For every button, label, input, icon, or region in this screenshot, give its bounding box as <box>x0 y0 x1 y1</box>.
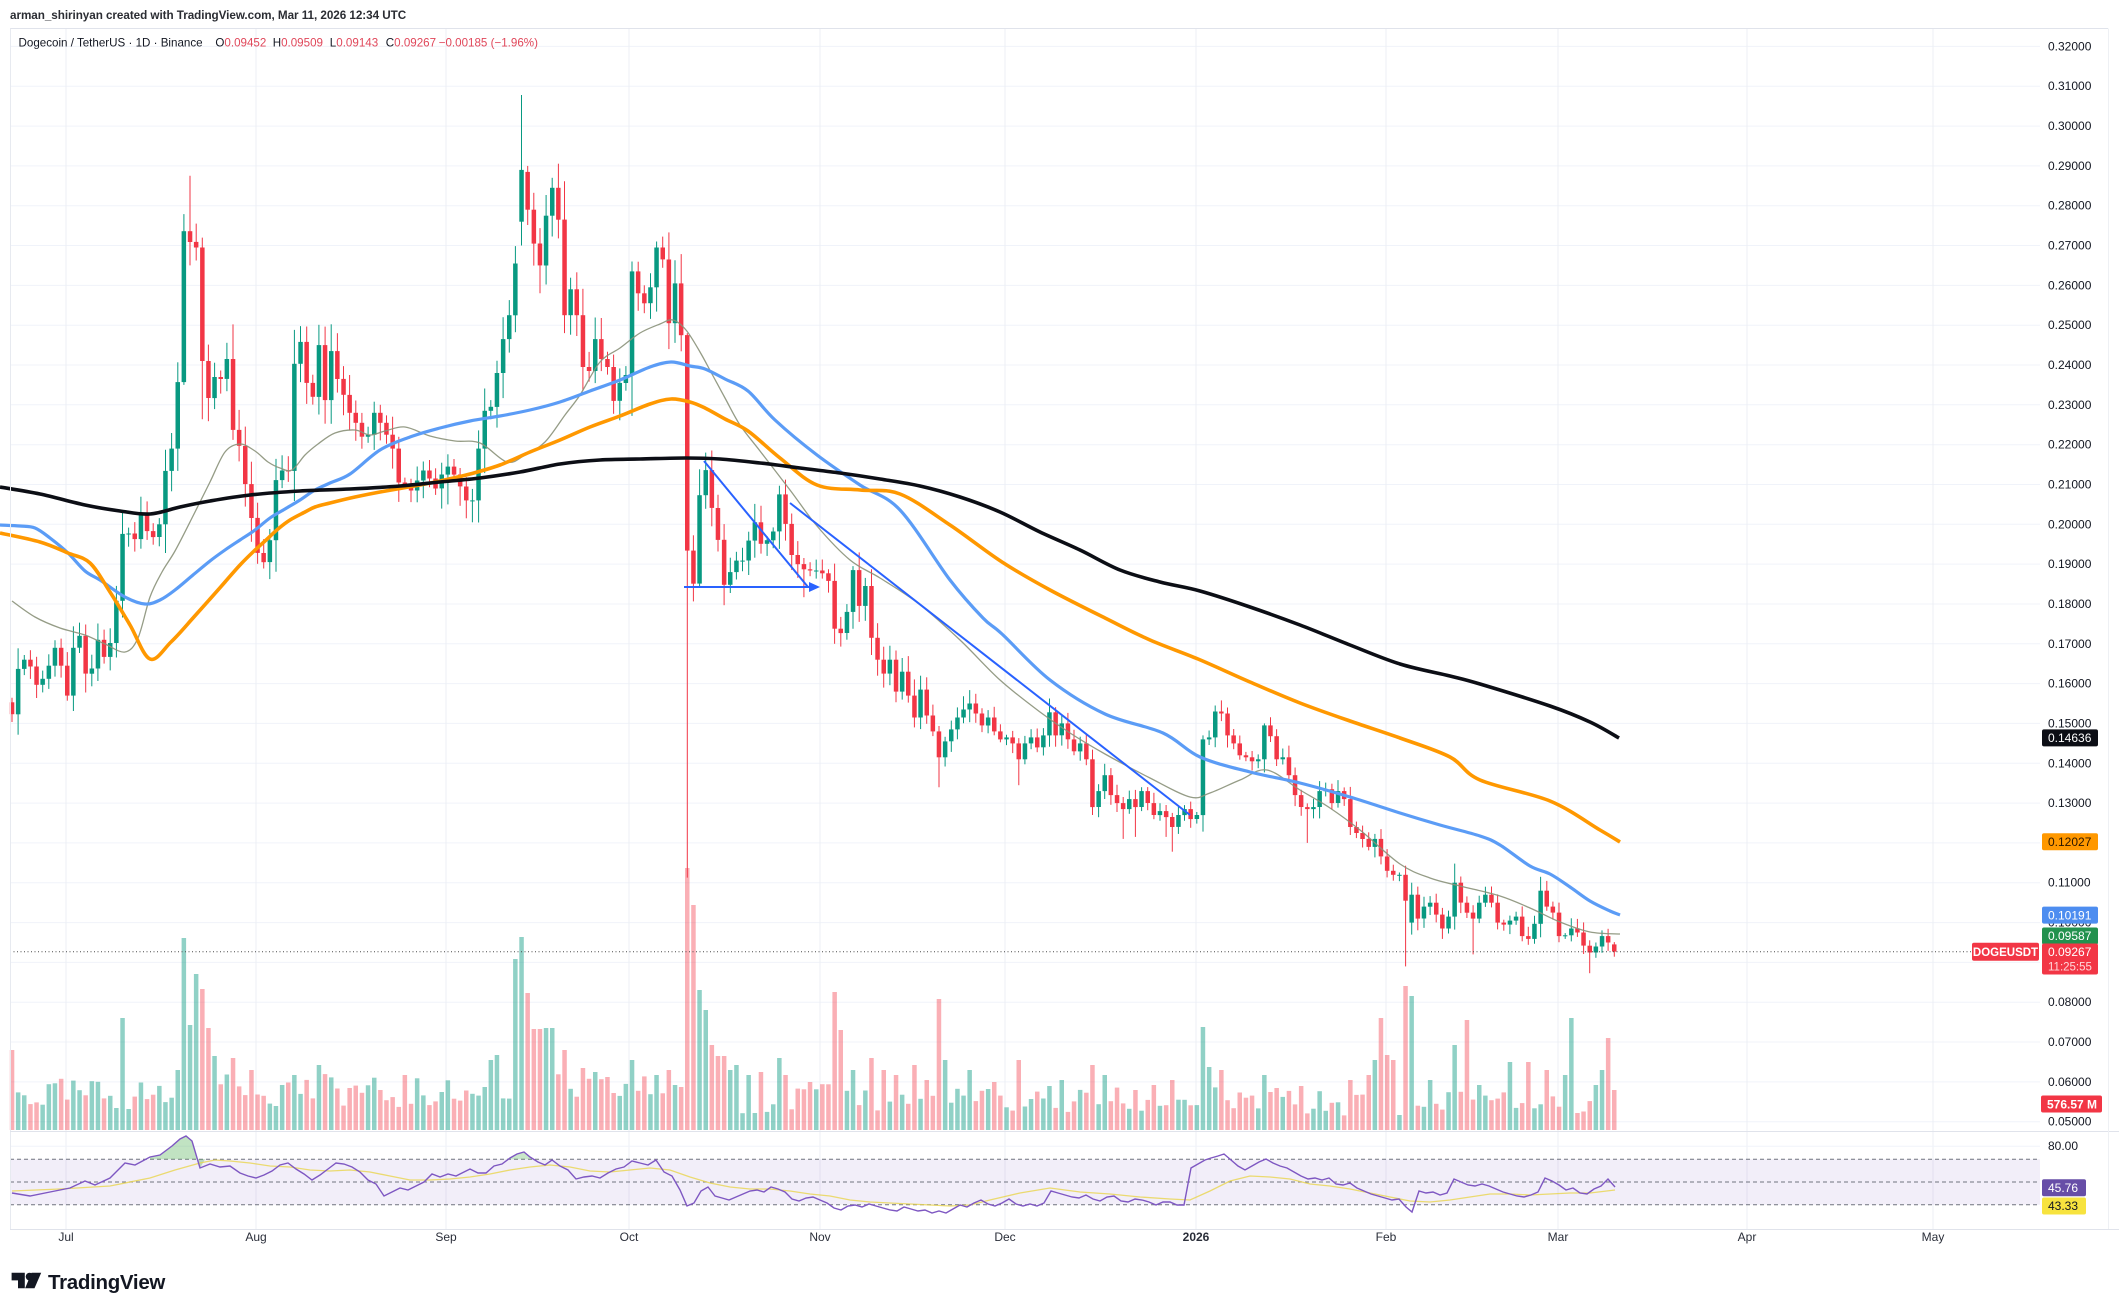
svg-text:Sep: Sep <box>435 1230 457 1244</box>
svg-text:Mar: Mar <box>1548 1230 1569 1244</box>
svg-text:0.26000: 0.26000 <box>2048 278 2092 292</box>
svg-text:0.20000: 0.20000 <box>2048 517 2092 531</box>
svg-text:0.13000: 0.13000 <box>2048 796 2092 810</box>
svg-text:0.23000: 0.23000 <box>2048 398 2092 412</box>
svg-text:0.14636: 0.14636 <box>2048 731 2092 745</box>
svg-text:0.10191: 0.10191 <box>2048 908 2092 922</box>
svg-text:0.05000: 0.05000 <box>2048 1115 2092 1129</box>
svg-text:0.09267: 0.09267 <box>2048 945 2092 959</box>
svg-text:Jul: Jul <box>58 1230 73 1244</box>
svg-text:0.21000: 0.21000 <box>2048 478 2092 492</box>
svg-text:L0.09143: L0.09143 <box>330 37 378 50</box>
svg-text:−0.00185 (−1.96%): −0.00185 (−1.96%) <box>439 37 538 50</box>
svg-text:0.27000: 0.27000 <box>2048 239 2092 253</box>
svg-text:2026: 2026 <box>1183 1230 1210 1244</box>
svg-text:0.06000: 0.06000 <box>2048 1075 2092 1089</box>
svg-text:0.30000: 0.30000 <box>2048 119 2092 133</box>
svg-text:Apr: Apr <box>1738 1230 1757 1244</box>
svg-text:arman_shirinyan created with T: arman_shirinyan created with TradingView… <box>10 9 407 22</box>
svg-text:DOGEUSDT: DOGEUSDT <box>1973 947 2038 959</box>
svg-text:TradingView: TradingView <box>48 1271 165 1294</box>
svg-text:0.16000: 0.16000 <box>2048 677 2092 691</box>
svg-text:0.11000: 0.11000 <box>2048 876 2091 890</box>
svg-text:576.57 M: 576.57 M <box>2047 1097 2097 1111</box>
svg-text:0.08000: 0.08000 <box>2048 995 2092 1009</box>
svg-text:43.33: 43.33 <box>2048 1199 2078 1213</box>
svg-text:80.00: 80.00 <box>2048 1139 2078 1153</box>
svg-text:C0.09267: C0.09267 <box>386 37 436 50</box>
svg-text:H0.09509: H0.09509 <box>273 37 323 50</box>
svg-text:0.29000: 0.29000 <box>2048 159 2092 173</box>
svg-text:0.09587: 0.09587 <box>2048 929 2092 943</box>
svg-text:0.12027: 0.12027 <box>2048 835 2092 849</box>
svg-text:0.14000: 0.14000 <box>2048 756 2092 770</box>
svg-text:Feb: Feb <box>1376 1230 1397 1244</box>
svg-text:Dogecoin / TetherUS · 1D · Bin: Dogecoin / TetherUS · 1D · Binance <box>19 37 203 50</box>
svg-text:0.32000: 0.32000 <box>2048 39 2092 53</box>
svg-text:Oct: Oct <box>620 1230 639 1244</box>
svg-text:0.19000: 0.19000 <box>2048 557 2092 571</box>
svg-text:0.15000: 0.15000 <box>2048 716 2092 730</box>
svg-text:0.18000: 0.18000 <box>2048 597 2092 611</box>
svg-text:Nov: Nov <box>809 1230 830 1244</box>
svg-text:Dec: Dec <box>994 1230 1015 1244</box>
svg-text:45.76: 45.76 <box>2048 1181 2078 1195</box>
svg-text:Aug: Aug <box>245 1230 266 1244</box>
svg-text:May: May <box>1922 1230 1945 1244</box>
svg-text:0.22000: 0.22000 <box>2048 438 2092 452</box>
svg-text:0.07000: 0.07000 <box>2048 1035 2092 1049</box>
svg-text:0.25000: 0.25000 <box>2048 318 2092 332</box>
svg-text:0.17000: 0.17000 <box>2048 637 2092 651</box>
svg-text:0.28000: 0.28000 <box>2048 199 2092 213</box>
svg-text:0.31000: 0.31000 <box>2048 79 2092 93</box>
svg-text:O0.09452: O0.09452 <box>215 37 266 50</box>
svg-text:11:25:55: 11:25:55 <box>2048 962 2092 974</box>
svg-text:0.24000: 0.24000 <box>2048 358 2092 372</box>
